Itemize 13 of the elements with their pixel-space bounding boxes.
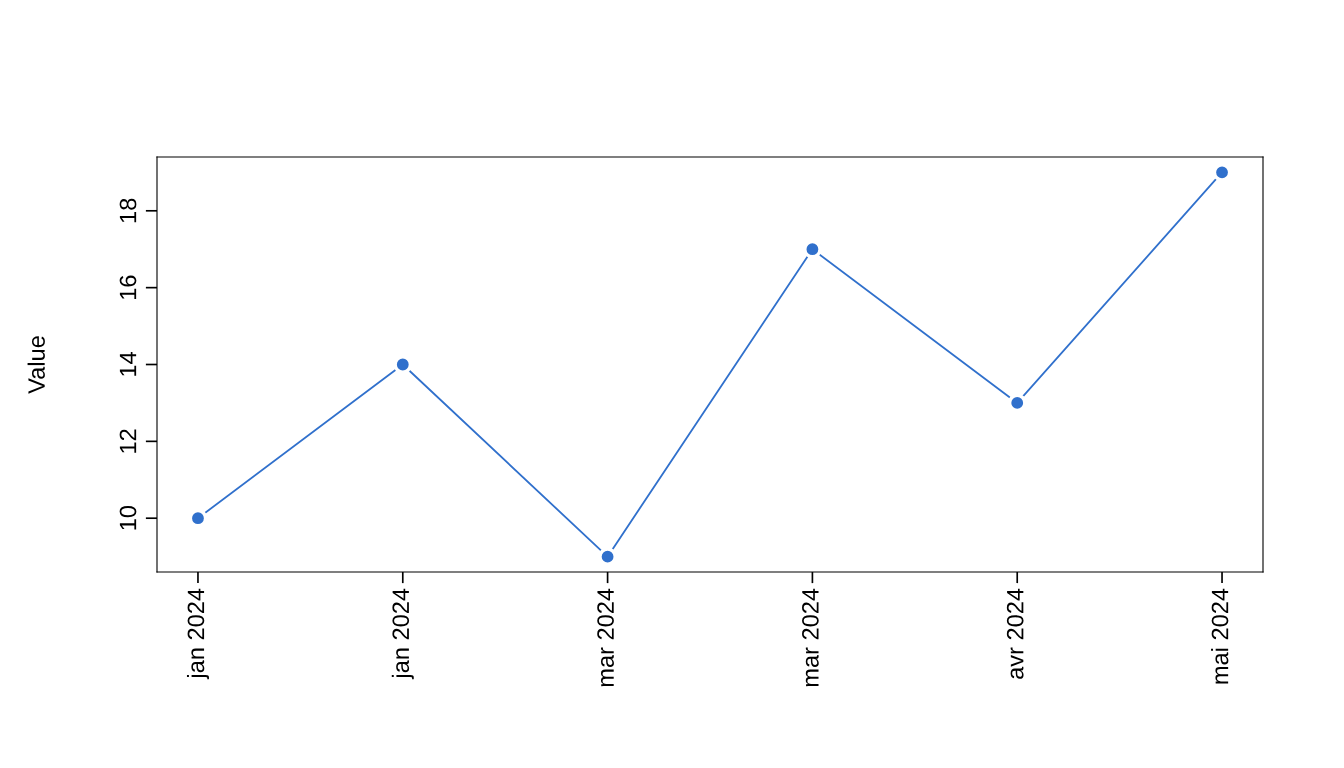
x-tick-label: mar 2024: [597, 588, 614, 687]
point: [393, 355, 413, 374]
x-tick-label: jan 2024: [391, 588, 414, 680]
y-tick-label: 10: [119, 505, 137, 530]
y-tick-label: 14: [119, 352, 137, 376]
x-tick-label: mar 2024: [802, 588, 819, 687]
x-tick-label: mai 2024: [1211, 588, 1229, 684]
y-tick-label: 18: [119, 198, 137, 223]
y-tick-label: 16: [119, 275, 137, 299]
y-tick-label: 12: [119, 429, 137, 453]
x-tick-label: avr 2024: [1006, 588, 1024, 679]
x-tick-label: jan 2024: [186, 588, 209, 680]
y-axis-title: Value: [27, 336, 45, 394]
